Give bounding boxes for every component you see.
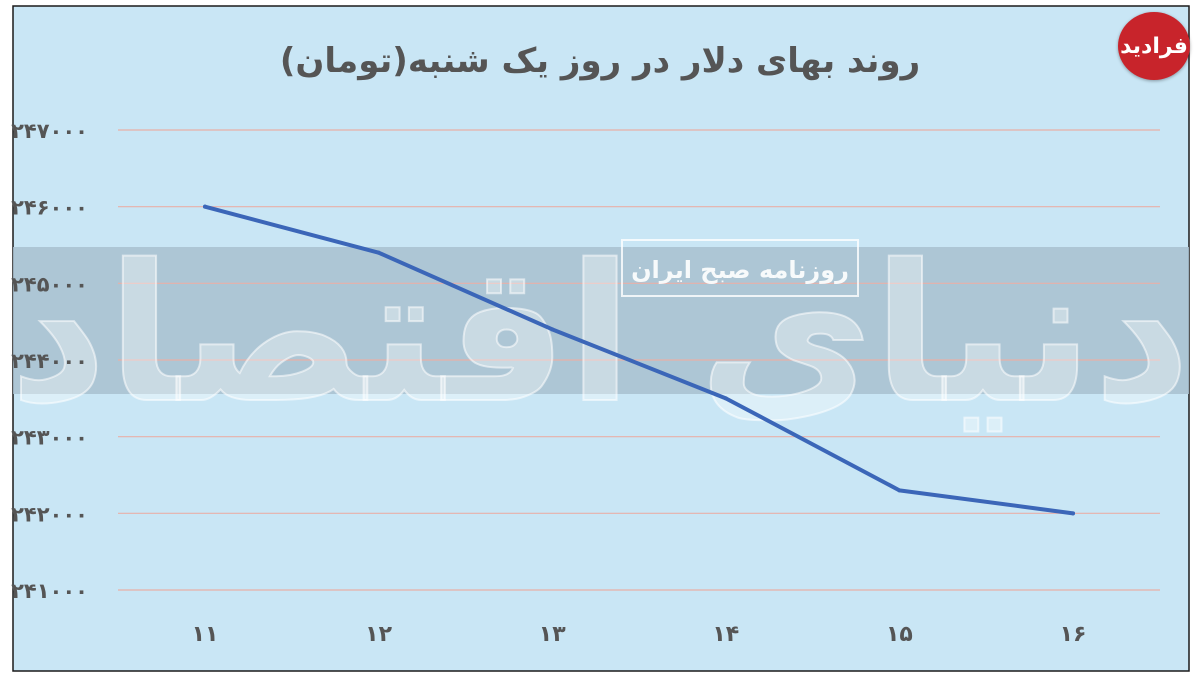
- x-axis-ticks: ۱۱ ۱۲ ۱۳ ۱۴ ۱۵ ۱۶: [192, 622, 1087, 647]
- x-tick-label: ۱۱: [192, 622, 219, 647]
- x-tick-label: ۱۶: [1060, 622, 1087, 647]
- x-tick-label: ۱۳: [539, 622, 566, 647]
- data-point: [550, 327, 555, 332]
- y-tick-label: ۲۴۷۰۰۰: [11, 119, 88, 143]
- watermark-band: [13, 247, 1189, 394]
- watermark-sub-frame: [621, 239, 859, 297]
- chart-title: روند بهای دلار در روز یک شنبه(تومان): [280, 41, 920, 81]
- y-tick-label: ۲۴۳۰۰۰: [11, 426, 88, 450]
- y-tick-label: ۲۴۴۰۰۰: [11, 349, 88, 373]
- brand-logo: فرادید: [1118, 12, 1190, 80]
- y-tick-label: ۲۴۱۰۰۰: [11, 579, 88, 603]
- y-tick-label: ۲۴۲۰۰۰: [11, 502, 88, 526]
- gridlines: [118, 129, 1160, 591]
- x-tick-label: ۱۴: [712, 622, 739, 647]
- x-tick-label: ۱۵: [886, 622, 913, 647]
- brand-logo-text: فرادید: [1120, 33, 1188, 59]
- series-dollar-price: [203, 204, 1075, 516]
- y-axis-ticks: ۲۴۱۰۰۰ ۲۴۲۰۰۰ ۲۴۳۰۰۰ ۲۴۴۰۰۰ ۲۴۵۰۰۰ ۲۴۶۰۰۰ ۲۴۷۰…: [11, 119, 88, 603]
- data-point: [1071, 511, 1075, 516]
- watermark-logo-text: دنیای اقتصاد: [9, 224, 1190, 445]
- data-point: [203, 204, 207, 209]
- y-tick-label: ۲۴۶۰۰۰: [11, 196, 88, 220]
- data-point: [723, 396, 728, 401]
- x-tick-label: ۱۲: [365, 622, 392, 647]
- watermark-sub-text: روزنامه صبح ایران: [631, 256, 849, 284]
- data-point: [376, 250, 381, 255]
- data-point: [897, 488, 902, 493]
- series-line: [203, 204, 1075, 516]
- y-tick-label: ۲۴۵۰۰۰: [11, 272, 88, 296]
